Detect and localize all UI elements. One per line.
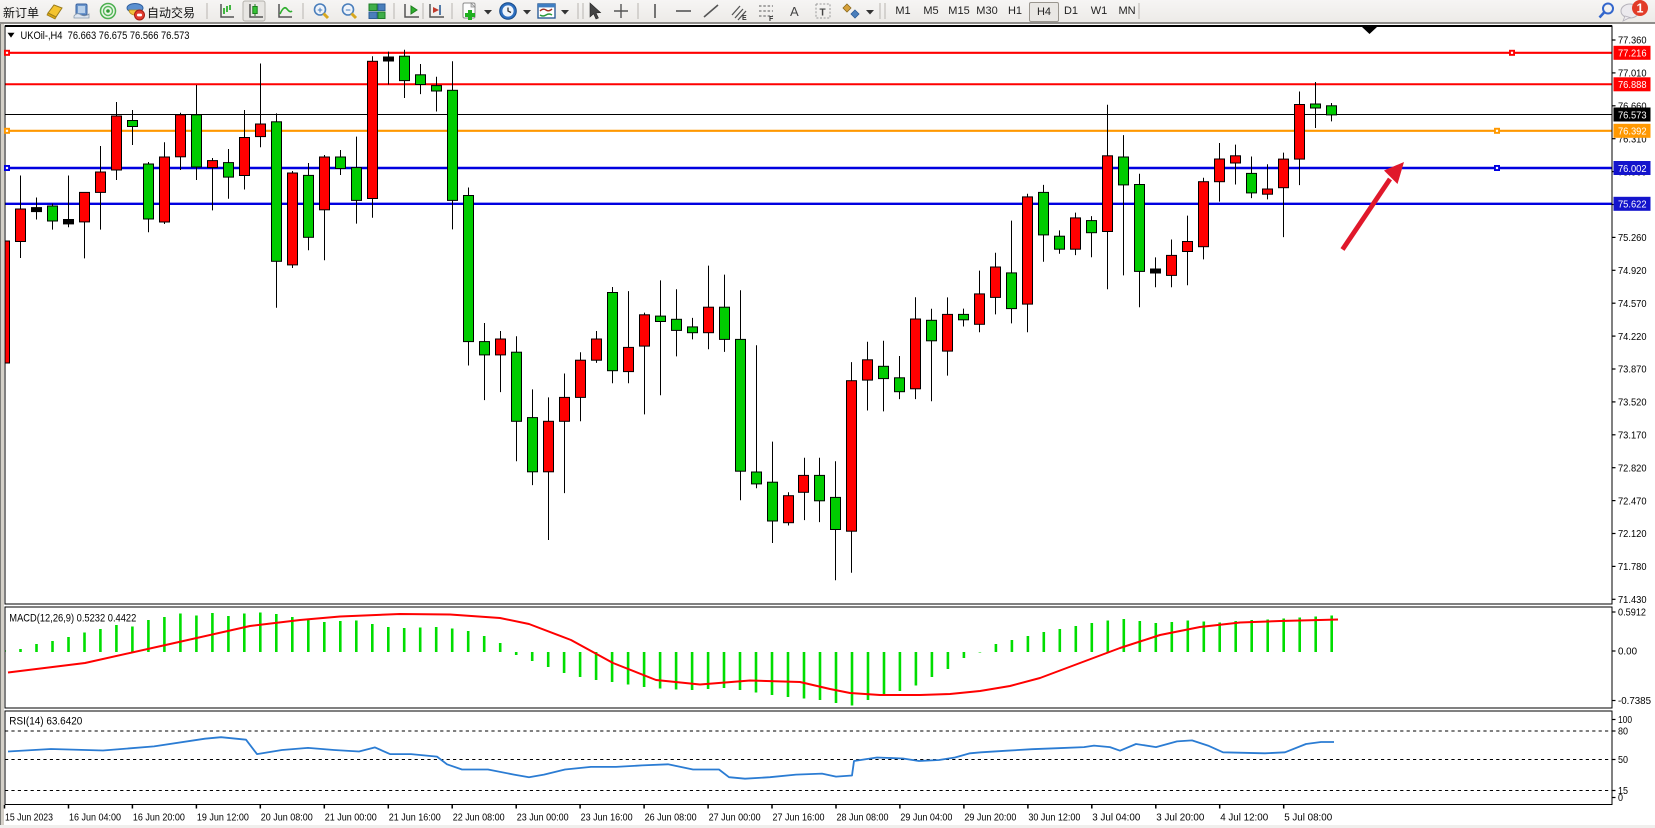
svg-text:19 Jun 12:00: 19 Jun 12:00 bbox=[197, 812, 249, 823]
svg-text:23 Jun 16:00: 23 Jun 16:00 bbox=[581, 812, 633, 823]
svg-text:76.660: 76.660 bbox=[1618, 102, 1647, 113]
svg-text:72.820: 72.820 bbox=[1618, 463, 1647, 474]
svg-text:76.392: 76.392 bbox=[1618, 127, 1647, 138]
svg-text:29 Jun 20:00: 29 Jun 20:00 bbox=[964, 812, 1016, 823]
svg-text:A: A bbox=[790, 4, 799, 19]
svg-text:100: 100 bbox=[1618, 715, 1632, 726]
svg-text:20 Jun 08:00: 20 Jun 08:00 bbox=[261, 812, 313, 823]
svg-text:73.520: 73.520 bbox=[1618, 398, 1647, 409]
svg-text:71.430: 71.430 bbox=[1618, 595, 1647, 606]
svg-text:0: 0 bbox=[1618, 793, 1623, 804]
svg-text:30 Jun 12:00: 30 Jun 12:00 bbox=[1028, 812, 1080, 823]
svg-text:27 Jun 00:00: 27 Jun 00:00 bbox=[709, 812, 761, 823]
svg-text:76.002: 76.002 bbox=[1618, 164, 1647, 175]
svg-text:3 Jul 20:00: 3 Jul 20:00 bbox=[1156, 812, 1204, 823]
svg-text:22 Jun 08:00: 22 Jun 08:00 bbox=[453, 812, 505, 823]
svg-text:74.920: 74.920 bbox=[1618, 266, 1647, 277]
svg-text:77.216: 77.216 bbox=[1618, 49, 1647, 60]
svg-text:77.010: 77.010 bbox=[1618, 69, 1647, 80]
svg-text:23 Jun 00:00: 23 Jun 00:00 bbox=[517, 812, 569, 823]
svg-text:MACD(12,26,9) 0.5232 0.4422: MACD(12,26,9) 0.5232 0.4422 bbox=[9, 612, 136, 624]
svg-text:72.120: 72.120 bbox=[1618, 529, 1647, 540]
svg-text:+: + bbox=[317, 5, 322, 15]
svg-text:E: E bbox=[742, 15, 747, 22]
svg-text:76.573: 76.573 bbox=[1618, 110, 1647, 121]
svg-text:-0.7385: -0.7385 bbox=[1618, 696, 1651, 707]
svg-text:RSI(14) 63.6420: RSI(14) 63.6420 bbox=[9, 716, 82, 728]
svg-text:21 Jun 00:00: 21 Jun 00:00 bbox=[325, 812, 377, 823]
svg-text:0.5912: 0.5912 bbox=[1618, 608, 1646, 619]
svg-text:21 Jun 16:00: 21 Jun 16:00 bbox=[389, 812, 441, 823]
svg-text:UKOil-,H4 76.663 76.675 76.56: UKOil-,H4 76.663 76.675 76.566 76.573 bbox=[21, 30, 190, 42]
svg-text:29 Jun 04:00: 29 Jun 04:00 bbox=[900, 812, 952, 823]
svg-text:74.220: 74.220 bbox=[1618, 332, 1647, 343]
svg-text:T: T bbox=[820, 8, 826, 19]
svg-text:75.622: 75.622 bbox=[1618, 200, 1647, 211]
svg-text:4 Jul 12:00: 4 Jul 12:00 bbox=[1220, 812, 1268, 823]
svg-text:28 Jun 08:00: 28 Jun 08:00 bbox=[837, 812, 889, 823]
svg-text:16 Jun 04:00: 16 Jun 04:00 bbox=[69, 812, 121, 823]
svg-text:16 Jun 20:00: 16 Jun 20:00 bbox=[133, 812, 185, 823]
svg-text:76.888: 76.888 bbox=[1618, 80, 1647, 91]
svg-text:80: 80 bbox=[1618, 727, 1628, 738]
svg-text:75.260: 75.260 bbox=[1618, 233, 1647, 244]
svg-text:73.870: 73.870 bbox=[1618, 365, 1647, 376]
svg-text:73.170: 73.170 bbox=[1618, 431, 1647, 442]
svg-text:1: 1 bbox=[1637, 2, 1644, 16]
svg-text:71.780: 71.780 bbox=[1618, 562, 1647, 573]
svg-text:76.310: 76.310 bbox=[1618, 134, 1647, 145]
svg-text:3 Jul 04:00: 3 Jul 04:00 bbox=[1092, 812, 1140, 823]
svg-text:50: 50 bbox=[1618, 755, 1628, 766]
svg-text:5 Jul 08:00: 5 Jul 08:00 bbox=[1284, 812, 1332, 823]
svg-text:15 Jun 2023: 15 Jun 2023 bbox=[5, 812, 53, 823]
svg-text:27 Jun 16:00: 27 Jun 16:00 bbox=[773, 812, 825, 823]
svg-text:15: 15 bbox=[1618, 786, 1628, 797]
svg-text:74.570: 74.570 bbox=[1618, 299, 1647, 310]
svg-text:72.470: 72.470 bbox=[1618, 496, 1647, 507]
svg-text:F: F bbox=[769, 16, 774, 23]
svg-text:0.00: 0.00 bbox=[1618, 647, 1637, 658]
svg-text:77.360: 77.360 bbox=[1618, 36, 1647, 47]
svg-text:−: − bbox=[345, 5, 350, 15]
svg-text:26 Jun 08:00: 26 Jun 08:00 bbox=[645, 812, 697, 823]
